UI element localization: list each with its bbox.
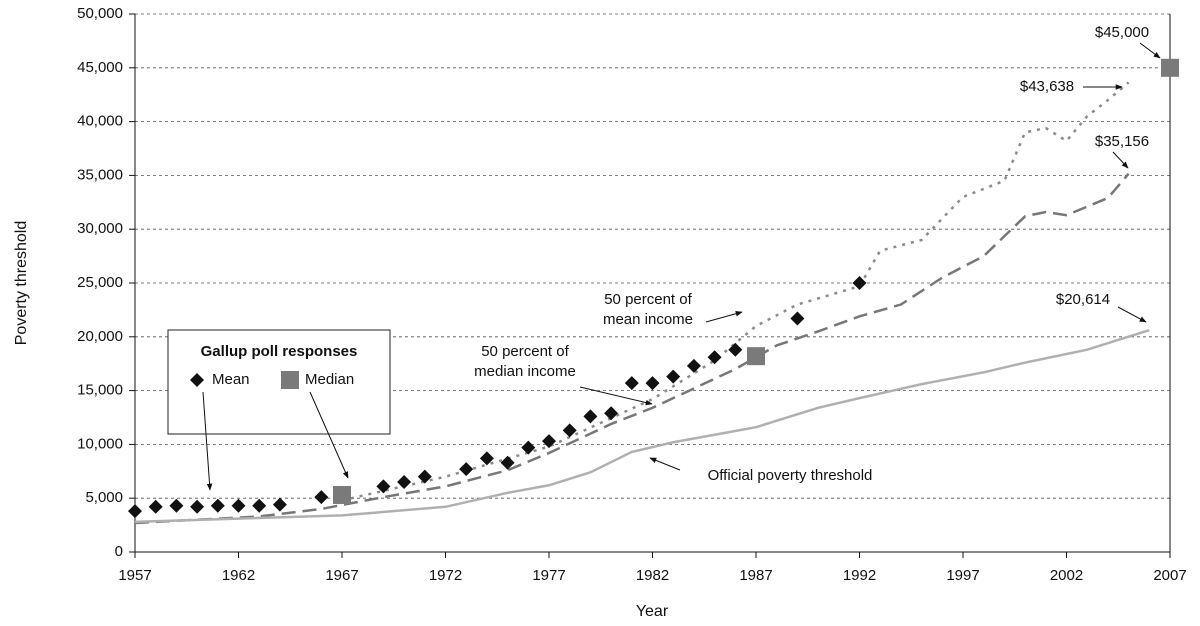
diamond-marker (790, 311, 805, 326)
diamond-marker (645, 376, 660, 391)
diamond-marker (397, 475, 412, 490)
diamond-marker (272, 497, 287, 512)
annotation: 50 percent of (481, 343, 569, 360)
y-tick-label: 45,000 (77, 59, 123, 76)
legend-label: Mean (212, 371, 250, 388)
y-tick-label: 20,000 (77, 328, 123, 345)
annotation: $43,638 (1020, 78, 1074, 95)
annotation: $45,000 (1095, 24, 1149, 41)
diamond-marker (210, 498, 225, 513)
annotation: 50 percent of (604, 291, 692, 308)
y-tick-label: 25,000 (77, 274, 123, 291)
x-axis-label: Year (636, 603, 669, 620)
y-tick-label: 5,000 (85, 489, 123, 506)
annotation-arrow (705, 310, 743, 323)
y-tick-label: 15,000 (77, 382, 123, 399)
legend-marker (281, 371, 299, 389)
square-marker (333, 485, 351, 504)
diamond-marker (542, 434, 556, 449)
diamond-marker (521, 440, 536, 455)
diamond-marker (500, 455, 515, 470)
diamond-marker (314, 490, 329, 505)
annotation-arrow (579, 386, 653, 406)
series-line (134, 329, 1150, 524)
x-tick-label: 1967 (325, 567, 358, 584)
annotation: $35,156 (1095, 133, 1149, 150)
diamond-marker (252, 498, 267, 513)
annotation: mean income (603, 311, 693, 328)
diamond-marker (376, 479, 391, 494)
diamond-marker (231, 498, 246, 513)
y-tick-label: 0 (115, 543, 123, 560)
annotation-arrow (649, 457, 681, 471)
legend-title: Gallup poll responses (201, 343, 358, 360)
series-line (341, 81, 1130, 502)
diamond-marker (852, 276, 867, 290)
x-tick-label: 2007 (1153, 567, 1186, 584)
diamond-marker (479, 451, 494, 466)
diamond-marker (604, 406, 619, 421)
y-tick-label: 10,000 (77, 435, 123, 452)
x-tick-label: 1997 (946, 567, 979, 584)
diamond-marker (128, 504, 142, 519)
x-tick-label: 1987 (739, 567, 772, 584)
x-tick-label: 1972 (429, 567, 462, 584)
diamond-marker (148, 499, 163, 514)
legend-arrow (202, 391, 213, 491)
x-tick-label: 1957 (118, 567, 151, 584)
y-tick-label: 35,000 (77, 166, 123, 183)
diamond-marker (666, 369, 681, 384)
legend-marker (190, 373, 204, 387)
x-tick-label: 1982 (636, 567, 669, 584)
diamond-marker (190, 499, 205, 514)
y-tick-label: 50,000 (77, 5, 123, 22)
diamond-marker (686, 358, 701, 373)
diamond-marker (562, 423, 577, 438)
legend-label: Median (305, 371, 354, 388)
diamond-marker (707, 350, 722, 365)
square-marker (1161, 58, 1179, 77)
annotation-arrow (1117, 306, 1147, 323)
y-tick-label: 40,000 (77, 113, 123, 130)
diamond-marker (169, 498, 184, 513)
x-tick-label: 1992 (843, 567, 876, 584)
annotation: Official poverty threshold (708, 467, 873, 484)
diamond-marker (624, 376, 639, 391)
diamond-marker (417, 469, 432, 484)
y-tick-label: 30,000 (77, 220, 123, 237)
square-marker (747, 347, 765, 366)
diamond-marker (459, 462, 474, 477)
x-tick-label: 2002 (1050, 567, 1083, 584)
diamond-marker (728, 342, 743, 357)
diamond-marker (583, 409, 598, 424)
annotation-arrow (1139, 42, 1161, 59)
legend-arrow (309, 391, 349, 479)
y-axis-label: Poverty threshold (13, 221, 30, 346)
x-tick-label: 1962 (222, 567, 255, 584)
annotation-arrow (1112, 151, 1129, 169)
annotation: median income (474, 363, 576, 380)
annotation: $20,614 (1056, 291, 1110, 308)
x-tick-label: 1977 (532, 567, 565, 584)
